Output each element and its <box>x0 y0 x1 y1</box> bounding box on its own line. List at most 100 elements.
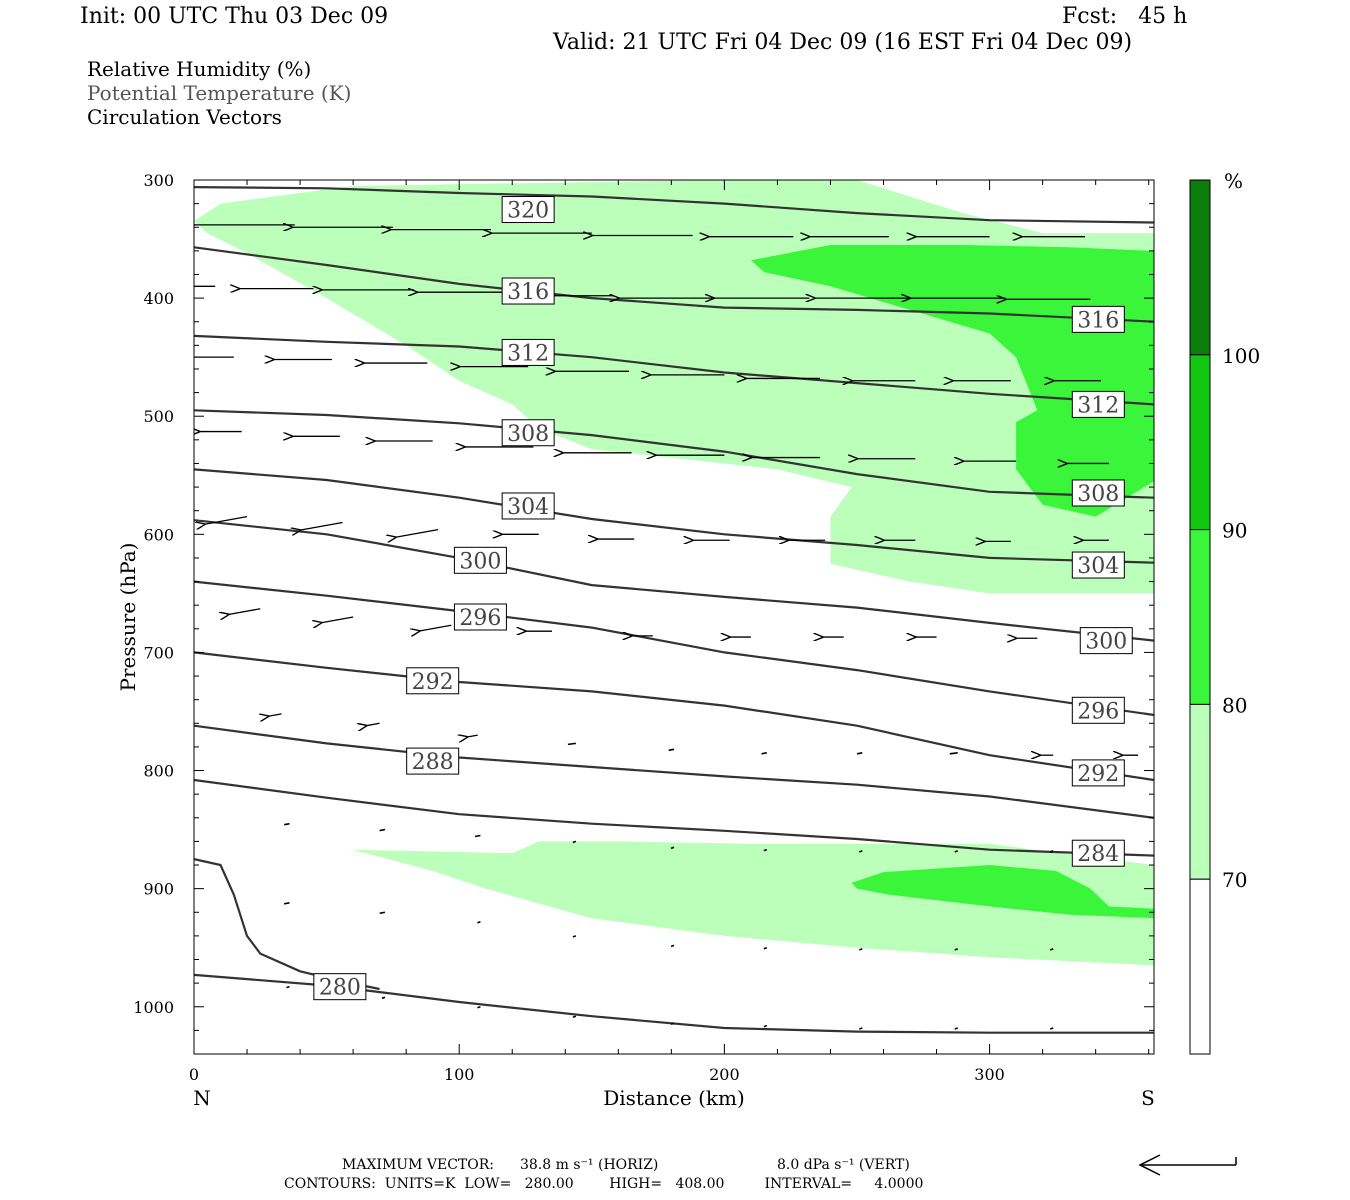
circulation-vector <box>572 935 577 938</box>
contour-label-text: 312 <box>1077 393 1119 418</box>
contour-label-box <box>1071 839 1125 867</box>
colorbar-level-label: 100 <box>1222 344 1260 368</box>
y-tick-label: 300 <box>143 171 174 190</box>
contour-label-box <box>453 546 507 574</box>
theta-contour-312 <box>194 334 1154 406</box>
circulation-vector <box>1049 1027 1054 1030</box>
contour-label-box <box>501 492 555 520</box>
circulation-vector <box>572 1015 577 1018</box>
contour-label-box <box>501 419 555 447</box>
circulation-vector <box>572 840 577 844</box>
rh-70-region <box>194 180 1154 594</box>
colorbar-segment <box>1189 529 1211 705</box>
circulation-vector <box>205 515 248 525</box>
legend-vectors: Circulation Vectors <box>87 105 282 129</box>
theta-contour-308 <box>194 409 1154 499</box>
contour-label-308: 308 <box>501 419 555 447</box>
circulation-vector <box>1049 948 1054 951</box>
circulation-vector <box>396 528 439 538</box>
contour-label-text: 284 <box>1077 842 1119 867</box>
contour-label-text: 296 <box>1077 699 1119 724</box>
contour-label-text: 300 <box>1085 630 1127 655</box>
contour-label-text: 296 <box>459 606 501 631</box>
circulation-vector <box>477 1005 481 1009</box>
circulation-vector <box>381 996 386 1000</box>
circulation-vector <box>321 616 354 623</box>
contour-label-text: 288 <box>412 750 454 775</box>
circulation-vector <box>763 848 768 852</box>
legend-theta: Potential Temperature (K) <box>87 81 352 105</box>
contour-label-text: 292 <box>1077 762 1119 787</box>
contour-label-text: 312 <box>507 341 549 366</box>
contour-label-text: 320 <box>507 199 549 224</box>
valid-time: Valid: 21 UTC Fri 04 Dec 09 (16 EST Fri … <box>553 30 1133 55</box>
contour-label-box <box>313 973 367 1001</box>
contour-label-312: 312 <box>1071 390 1125 418</box>
forecast-hour: Fcst: 45 h <box>1062 4 1188 29</box>
contour-label-box <box>1071 696 1125 724</box>
y-tick-label: 500 <box>143 407 174 426</box>
max-vector-horiz: 38.8 m s⁻¹ (HORIZ) <box>520 1157 659 1173</box>
max-vector-vert: 8.0 dPa s⁻¹ (VERT) <box>777 1157 910 1173</box>
colorbar-level-label: 80 <box>1222 693 1247 717</box>
contour-label-300: 300 <box>453 546 507 574</box>
colorbar-segment <box>1189 179 1211 356</box>
circulation-vector <box>379 911 386 915</box>
circulation-vector <box>1049 850 1054 853</box>
circulation-vector <box>284 902 290 905</box>
theta-contour-292 <box>194 651 1154 782</box>
circulation-vector <box>859 948 863 951</box>
x-tick-label: 100 <box>444 1065 475 1084</box>
colorbar-level-label: 70 <box>1222 868 1247 892</box>
contour-label-box <box>453 603 507 631</box>
colorbar-unit: % <box>1224 169 1243 193</box>
contour-label-292: 292 <box>1071 759 1125 787</box>
contour-label-304: 304 <box>501 492 555 520</box>
y-tick-label: 900 <box>143 880 174 899</box>
contour-label-316: 316 <box>501 277 555 305</box>
contour-label-box <box>1071 759 1125 787</box>
contour-label-box <box>1071 305 1125 333</box>
circulation-vector <box>670 846 675 850</box>
circulation-vector <box>284 822 290 826</box>
circulation-vector <box>761 752 767 755</box>
contour-label-312: 312 <box>501 338 555 366</box>
colorbar-segment <box>1189 354 1211 531</box>
circulation-vector <box>954 948 959 951</box>
reference-vector-icon <box>1138 1154 1237 1176</box>
theta-contour-284 <box>194 778 1154 857</box>
contour-label-316: 316 <box>1071 305 1125 333</box>
circulation-vector <box>763 1024 768 1028</box>
circulation-vector <box>567 742 576 746</box>
circulation-vector <box>668 748 675 752</box>
legend-rh: Relative Humidity (%) <box>87 57 312 81</box>
circulation-vector <box>366 723 380 725</box>
x-tick-label: 0 <box>189 1065 199 1084</box>
x-axis-label: Distance (km) <box>603 1086 745 1110</box>
contour-label-text: 280 <box>319 976 361 1001</box>
x-right-end-label: S <box>1141 1086 1155 1110</box>
theta-contour-extra <box>194 858 380 991</box>
rh-80-low-region <box>851 865 1154 919</box>
init-time: Init: 00 UTC Thu 03 Dec 09 <box>80 4 389 29</box>
colorbar-segment <box>1189 703 1211 880</box>
contour-label-text: 292 <box>412 670 454 695</box>
circulation-vector <box>228 608 261 615</box>
contour-label-box <box>501 338 555 366</box>
contour-label-text: 316 <box>1077 308 1119 333</box>
x-tick-label: 300 <box>974 1065 1005 1084</box>
circulation-vector <box>670 944 675 948</box>
theta-contour-296 <box>194 580 1154 717</box>
circulation-vector <box>859 1027 863 1030</box>
contour-label-304: 304 <box>1071 551 1125 579</box>
contour-label-text: 304 <box>1077 554 1119 579</box>
x-tick-label: 200 <box>709 1065 740 1084</box>
contour-label-296: 296 <box>453 603 507 631</box>
circulation-vector <box>419 624 452 631</box>
circulation-vector <box>954 1027 959 1030</box>
circulation-vector <box>474 834 481 838</box>
theta-contour-316 <box>194 246 1154 323</box>
theta-contour-300 <box>194 519 1154 642</box>
theta-contour-304 <box>194 468 1154 564</box>
